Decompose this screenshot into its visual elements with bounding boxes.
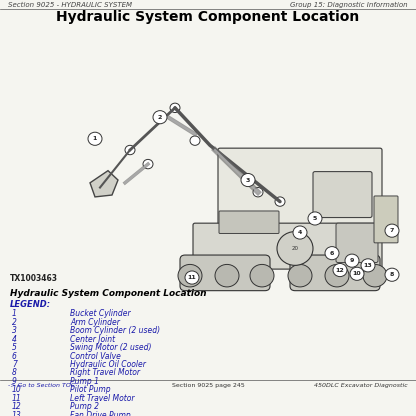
Text: 10: 10	[353, 271, 362, 276]
Circle shape	[345, 254, 359, 267]
Circle shape	[250, 265, 274, 287]
Circle shape	[178, 265, 202, 287]
Text: 20: 20	[292, 246, 299, 251]
Circle shape	[293, 226, 307, 239]
Text: Group 15: Diagnostic Information: Group 15: Diagnostic Information	[290, 2, 408, 8]
Text: Fan Drive Pump: Fan Drive Pump	[70, 411, 131, 416]
Circle shape	[215, 265, 239, 287]
Circle shape	[275, 197, 285, 206]
Text: 1: 1	[12, 310, 17, 318]
FancyBboxPatch shape	[218, 148, 382, 227]
Text: Hydraulic System Component Location: Hydraulic System Component Location	[57, 10, 359, 24]
Text: 12: 12	[336, 267, 344, 272]
Text: 10: 10	[12, 385, 22, 394]
Text: Pump 2: Pump 2	[70, 402, 99, 411]
Text: 3: 3	[12, 326, 17, 335]
Text: 11: 11	[188, 275, 196, 280]
Text: Center Joint: Center Joint	[70, 335, 115, 344]
Text: Pump 1: Pump 1	[70, 377, 99, 386]
Text: 1: 1	[93, 136, 97, 141]
Text: 13: 13	[364, 263, 372, 268]
Text: 8: 8	[390, 272, 394, 277]
Circle shape	[350, 267, 364, 280]
Text: 6: 6	[330, 251, 334, 256]
Text: TX1003463: TX1003463	[10, 274, 58, 283]
Text: -> Go to Section TOC: -> Go to Section TOC	[8, 383, 75, 388]
Circle shape	[88, 132, 102, 145]
Text: 8: 8	[12, 369, 17, 377]
Circle shape	[125, 145, 135, 155]
Text: 450DLC Excavator Diagnostic: 450DLC Excavator Diagnostic	[314, 383, 408, 388]
Text: Section 9025 - HYDRAULIC SYSTEM: Section 9025 - HYDRAULIC SYSTEM	[8, 2, 132, 7]
FancyBboxPatch shape	[374, 196, 398, 243]
Text: 2: 2	[158, 115, 162, 120]
Circle shape	[361, 259, 375, 272]
Text: Hydraulic System Component Location: Hydraulic System Component Location	[10, 289, 206, 298]
Circle shape	[363, 265, 387, 287]
Text: Boom Cylinder (2 used): Boom Cylinder (2 used)	[70, 326, 160, 335]
Circle shape	[288, 265, 312, 287]
FancyBboxPatch shape	[219, 211, 279, 233]
FancyBboxPatch shape	[290, 255, 380, 291]
Circle shape	[190, 136, 200, 145]
Text: Arm Cylinder: Arm Cylinder	[70, 318, 120, 327]
Circle shape	[308, 212, 322, 225]
FancyBboxPatch shape	[336, 223, 378, 262]
Text: LEGEND:: LEGEND:	[10, 300, 51, 309]
FancyBboxPatch shape	[180, 255, 270, 291]
Circle shape	[241, 173, 255, 187]
Circle shape	[253, 188, 263, 197]
Circle shape	[385, 268, 399, 281]
Circle shape	[277, 232, 313, 265]
Polygon shape	[90, 171, 118, 197]
Text: Right Travel Motor: Right Travel Motor	[70, 369, 140, 377]
Text: Left Travel Motor: Left Travel Motor	[70, 394, 134, 403]
Text: Pilot Pump: Pilot Pump	[70, 385, 111, 394]
Circle shape	[185, 271, 199, 284]
Text: Control Valve: Control Valve	[70, 352, 121, 361]
Text: 3: 3	[246, 178, 250, 183]
Text: Section 9025 page 245: Section 9025 page 245	[172, 383, 244, 388]
Text: 9: 9	[350, 258, 354, 263]
Text: 12: 12	[12, 402, 22, 411]
Circle shape	[333, 263, 347, 277]
Text: Hydraulic Oil Cooler: Hydraulic Oil Cooler	[70, 360, 146, 369]
Circle shape	[325, 247, 339, 260]
Circle shape	[153, 111, 167, 124]
FancyBboxPatch shape	[193, 223, 382, 269]
Text: 11: 11	[12, 394, 22, 403]
Text: 5: 5	[313, 216, 317, 221]
Text: 2: 2	[12, 318, 17, 327]
Text: 6: 6	[12, 352, 17, 361]
Text: 5: 5	[12, 343, 17, 352]
Circle shape	[385, 224, 399, 237]
Text: 4: 4	[12, 335, 17, 344]
FancyBboxPatch shape	[313, 171, 372, 218]
Text: Bucket Cylinder: Bucket Cylinder	[70, 310, 131, 318]
Circle shape	[170, 103, 180, 112]
Text: 4: 4	[298, 230, 302, 235]
Circle shape	[325, 265, 349, 287]
Text: 7: 7	[12, 360, 17, 369]
Circle shape	[143, 159, 153, 169]
Text: 9: 9	[12, 377, 17, 386]
Text: 13: 13	[12, 411, 22, 416]
Text: 7: 7	[390, 228, 394, 233]
Text: Swing Motor (2 used): Swing Motor (2 used)	[70, 343, 151, 352]
